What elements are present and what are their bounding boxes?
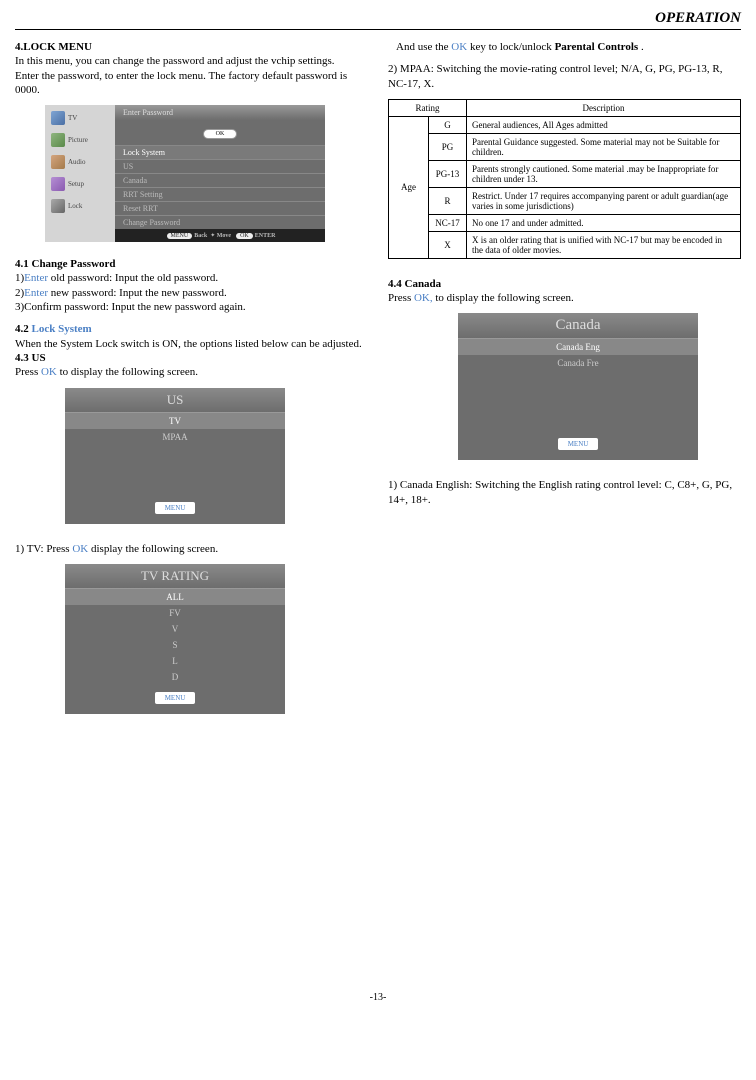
lock-menu-desc1: In this menu, you can change the passwor… xyxy=(15,55,335,67)
item-lock-system[interactable]: Lock System xyxy=(115,145,325,159)
left-column: 4.LOCK MENU In this menu, you can change… xyxy=(15,40,368,732)
picture-icon xyxy=(51,133,65,147)
th-rating: Rating xyxy=(389,99,467,116)
item-us[interactable]: US xyxy=(115,159,325,173)
setup-icon xyxy=(51,177,65,191)
tvr-v[interactable]: V xyxy=(65,621,285,637)
lock-panel: TV Picture Audio Setup Lock Enter Passwo… xyxy=(45,105,325,242)
tv-rating-panel: TV RATING ALL FV V S L D MENU xyxy=(65,564,285,714)
lock-menu-title: 4.LOCK MENU xyxy=(15,41,92,53)
change-pw-title: 4.1 Change Password xyxy=(15,258,116,270)
canada-eng[interactable]: Canada Eng xyxy=(458,339,698,355)
ok-button[interactable]: OK xyxy=(203,129,238,139)
lock-panel-footer: MENUBack ✦ Move OKENTER xyxy=(115,229,325,242)
us-panel: US TV MPAA MENU xyxy=(65,388,285,524)
tv-icon xyxy=(51,111,65,125)
age-cell: Age xyxy=(389,116,429,258)
side-picture: Picture xyxy=(45,129,115,151)
canada-fre[interactable]: Canada Fre xyxy=(458,355,698,371)
tvr-s[interactable]: S xyxy=(65,637,285,653)
th-desc: Description xyxy=(467,99,741,116)
tvr-all[interactable]: ALL xyxy=(65,589,285,605)
menu-button[interactable]: MENU xyxy=(558,438,599,450)
item-reset-rrt[interactable]: Reset RRT xyxy=(115,201,325,215)
tvr-d[interactable]: D xyxy=(65,669,285,685)
us-title: 4.3 US xyxy=(15,352,46,364)
item-rrt[interactable]: RRT Setting xyxy=(115,187,325,201)
us-panel-title: US xyxy=(65,388,285,413)
us-item-mpaa[interactable]: MPAA xyxy=(65,429,285,445)
enter-password-header: Enter Password xyxy=(115,105,325,120)
lock-icon xyxy=(51,199,65,213)
side-tv: TV xyxy=(45,107,115,129)
canada-panel: Canada Canada Eng Canada Fre MENU xyxy=(458,313,698,460)
side-lock: Lock xyxy=(45,195,115,217)
page-header: OPERATION xyxy=(15,10,741,30)
lock-menu-desc2: Enter the password, to enter the lock me… xyxy=(15,70,347,96)
lock-panel-sidebar: TV Picture Audio Setup Lock xyxy=(45,105,115,242)
rating-table: RatingDescription Age GGeneral audiences… xyxy=(388,99,741,259)
canada-panel-title: Canada xyxy=(458,313,698,339)
us-item-tv[interactable]: TV xyxy=(65,413,285,429)
tvr-l[interactable]: L xyxy=(65,653,285,669)
side-audio: Audio xyxy=(45,151,115,173)
tv-rating-title: TV RATING xyxy=(65,564,285,589)
canada-eng-desc: 1) Canada English: Switching the English… xyxy=(388,478,741,507)
canada-title: 4.4 Canada xyxy=(388,278,441,290)
page-number: -13- xyxy=(15,992,741,1003)
right-column: And use the OK key to lock/unlock Parent… xyxy=(388,40,741,732)
item-change-pw[interactable]: Change Password xyxy=(115,215,325,229)
side-setup: Setup xyxy=(45,173,115,195)
tvr-fv[interactable]: FV xyxy=(65,605,285,621)
menu-button[interactable]: MENU xyxy=(155,692,196,704)
mpaa-desc: 2) MPAA: Switching the movie-rating cont… xyxy=(388,62,741,91)
item-canada[interactable]: Canada xyxy=(115,173,325,187)
menu-button[interactable]: MENU xyxy=(155,502,196,514)
audio-icon xyxy=(51,155,65,169)
